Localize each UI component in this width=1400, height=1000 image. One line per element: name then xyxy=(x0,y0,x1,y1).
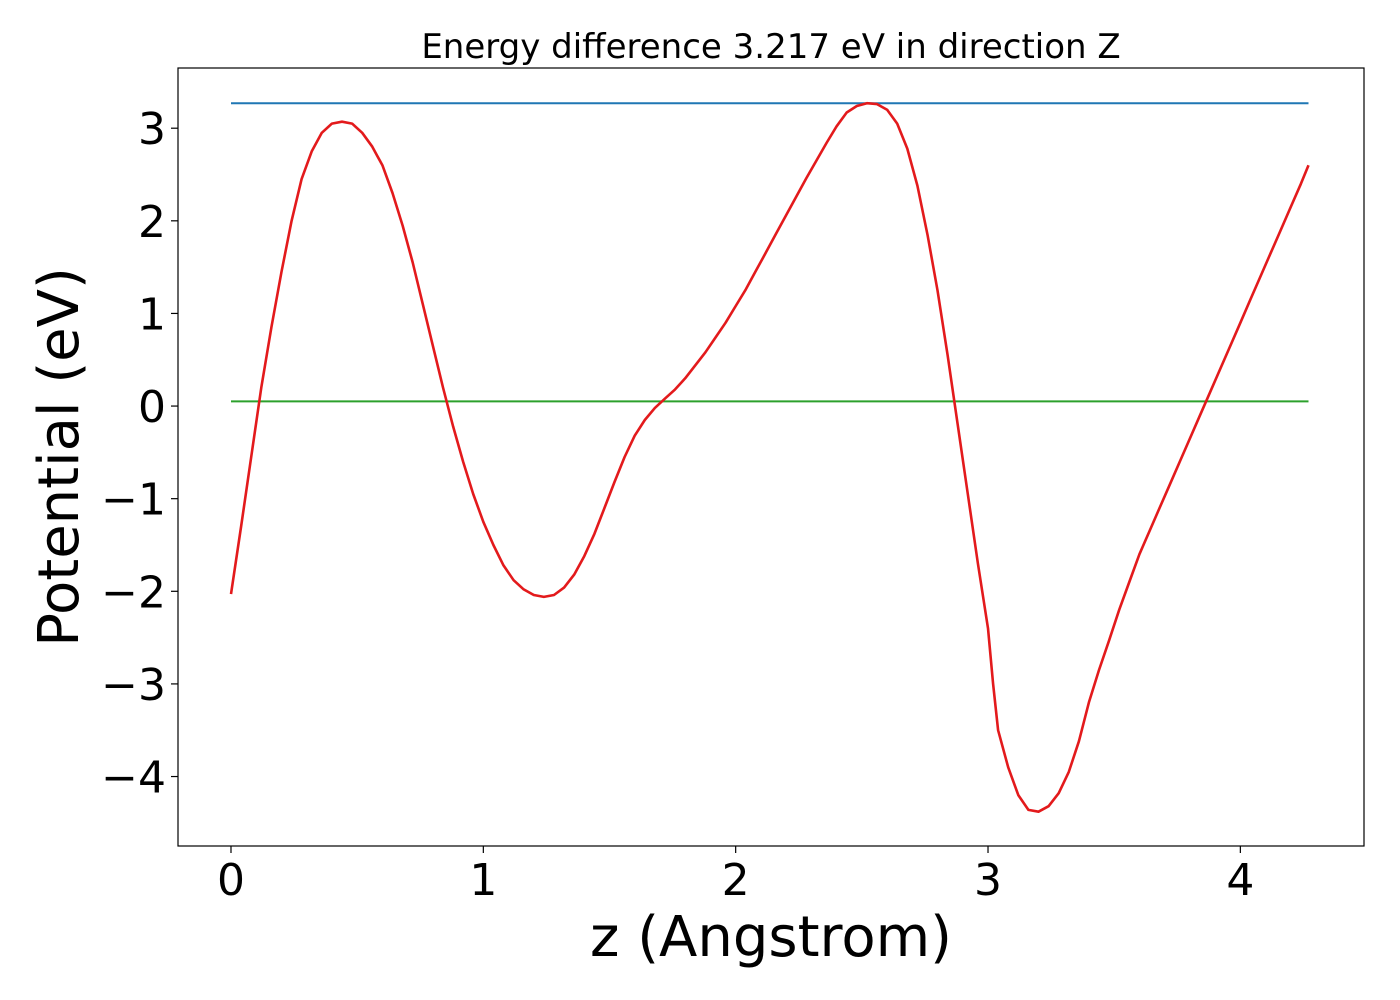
series-line-2 xyxy=(229,101,1310,814)
y-tick-label: −3 xyxy=(101,660,166,711)
x-tick-label: 1 xyxy=(469,855,497,906)
y-tick-label: 2 xyxy=(138,197,166,248)
y-tick-label: −4 xyxy=(101,753,166,804)
x-tick-label: 3 xyxy=(974,855,1002,906)
series-layer xyxy=(229,101,1310,814)
x-tick-label: 2 xyxy=(722,855,750,906)
y-axis-label: Potential (eV) xyxy=(27,267,92,647)
y-tick-label: −2 xyxy=(101,567,166,618)
x-tick-label: 4 xyxy=(1226,855,1254,906)
x-axis-label: z (Angstrom) xyxy=(590,905,952,970)
y-tick-label: −1 xyxy=(101,475,166,526)
tick-layer: 0 1 2 3 4 −4 −3 −2 −1 0 1 2 3 xyxy=(101,104,1254,906)
y-tick-label: 1 xyxy=(138,289,166,340)
y-tick-label: 0 xyxy=(138,382,166,433)
plot-frame xyxy=(177,67,1365,847)
y-tick-label: 3 xyxy=(138,104,166,155)
chart-title: Energy difference 3.217 eV in direction … xyxy=(421,27,1120,67)
plot-area xyxy=(178,68,1364,846)
x-tick-label: 0 xyxy=(217,855,245,906)
